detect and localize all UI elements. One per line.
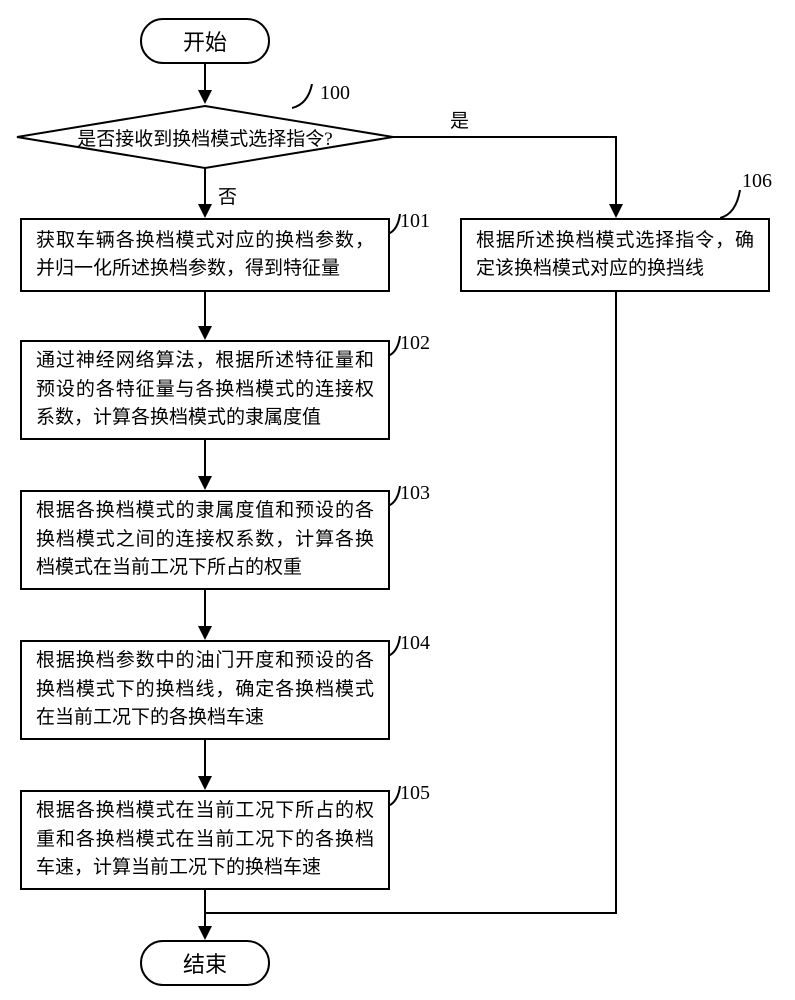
process-106-text: 根据所述换档模式选择指令，确定该换档模式对应的换挡线 — [476, 227, 754, 284]
decision-100-text: 是否接收到换档模式选择指令? — [77, 124, 332, 151]
step-label-106: 106 — [742, 170, 772, 193]
arrowhead-p104-p105 — [198, 776, 212, 790]
step-label-101: 101 — [400, 210, 430, 233]
process-101-text: 获取车辆各换档模式对应的换档参数，并归一化所述换档参数，得到特征量 — [36, 227, 374, 284]
process-103: 根据各换档模式的隶属度值和预设的各换档模式之间的连接权系数，计算各换档模式在当前… — [20, 490, 390, 590]
arrow-start-d100 — [204, 64, 206, 92]
process-104-text: 根据换档参数中的油门开度和预设的各换档模式下的换档线，确定各换档模式在当前工况下… — [36, 647, 374, 733]
step-label-104: 104 — [400, 632, 430, 655]
arrow-yes-h — [393, 136, 617, 138]
edge-label-no: 否 — [218, 182, 237, 209]
process-103-text: 根据各换档模式的隶属度值和预设的各换档模式之间的连接权系数，计算各换档模式在当前… — [36, 497, 374, 583]
terminal-start: 开始 — [140, 18, 270, 64]
decision-100: 是否接收到换档模式选择指令? — [15, 104, 395, 170]
process-102: 通过神经网络算法，根据所述特征量和预设的各特征量与各换档模式的连接权系数，计算各… — [20, 340, 390, 440]
process-105-text: 根据各换档模式在当前工况下所占的权重和各换档模式在当前工况下的各换档车速，计算当… — [36, 797, 374, 883]
flowchart-canvas: 开始 是否接收到换档模式选择指令? 获取车辆各换档模式对应的换档参数，并归一化所… — [0, 0, 795, 1000]
arrow-p106-left — [206, 912, 617, 914]
arrow-p106-down — [615, 292, 617, 912]
step-label-105: 105 — [400, 782, 430, 805]
arrowhead-p103-p104 — [198, 626, 212, 640]
process-105: 根据各换档模式在当前工况下所占的权重和各换档模式在当前工况下的各换档车速，计算当… — [20, 790, 390, 890]
arrow-p104-p105 — [204, 740, 206, 778]
bracket-106 — [720, 190, 746, 220]
arrowhead-p102-p103 — [198, 476, 212, 490]
terminal-end: 结束 — [140, 940, 270, 986]
arrow-p105-end — [204, 890, 206, 928]
bracket-100 — [292, 84, 322, 110]
edge-label-yes: 是 — [450, 106, 469, 133]
process-102-text: 通过神经网络算法，根据所述特征量和预设的各特征量与各换档模式的连接权系数，计算各… — [36, 347, 374, 433]
arrow-d100-p101 — [204, 168, 206, 206]
step-label-100: 100 — [320, 82, 350, 105]
process-104: 根据换档参数中的油门开度和预设的各换档模式下的换档线，确定各换档模式在当前工况下… — [20, 640, 390, 740]
arrow-p103-p104 — [204, 590, 206, 628]
arrowhead-yes — [609, 204, 623, 218]
arrow-p101-p102 — [204, 292, 206, 328]
arrowhead-d100-p101 — [198, 204, 212, 218]
arrowhead-p105-end — [198, 926, 212, 940]
step-label-102: 102 — [400, 332, 430, 355]
arrow-p102-p103 — [204, 440, 206, 478]
arrow-yes-v — [615, 136, 617, 206]
step-label-103: 103 — [400, 482, 430, 505]
arrowhead-p101-p102 — [198, 326, 212, 340]
process-106: 根据所述换档模式选择指令，确定该换档模式对应的换挡线 — [460, 218, 770, 292]
terminal-end-label: 结束 — [183, 947, 227, 979]
terminal-start-label: 开始 — [183, 25, 227, 57]
arrowhead-start-d100 — [198, 90, 212, 104]
process-101: 获取车辆各换档模式对应的换档参数，并归一化所述换档参数，得到特征量 — [20, 218, 390, 292]
